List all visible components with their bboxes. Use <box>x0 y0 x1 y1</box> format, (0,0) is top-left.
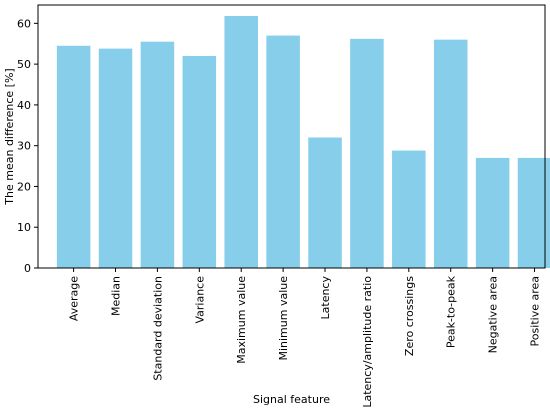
y-tick-label: 0 <box>24 262 31 275</box>
y-tick-label: 10 <box>17 221 31 234</box>
x-tick-label: Latency <box>319 276 332 320</box>
x-tick-label: Median <box>110 276 123 316</box>
y-axis-ticks: 0 10 20 30 40 50 60 <box>17 17 38 275</box>
bar-maximum-value <box>224 16 258 268</box>
x-tick-label: Variance <box>193 276 206 324</box>
y-tick-label: 60 <box>17 17 31 30</box>
bar-peak-to-peak <box>433 39 468 268</box>
y-tick-label: 20 <box>17 180 31 193</box>
bar-latency-amplitude-ratio <box>350 38 384 268</box>
y-tick-label: 30 <box>17 140 31 153</box>
bar-negative-area <box>475 157 510 268</box>
x-tick-label: Latency/amplitude ratio <box>361 276 374 408</box>
bar-minimum-value <box>266 35 300 269</box>
x-tick-label: Positive area <box>529 276 542 346</box>
y-axis-title: The mean difference [%] <box>3 68 16 205</box>
x-tick-label: Maximum value <box>235 276 248 364</box>
bar-median <box>98 48 133 268</box>
x-tick-label: Average <box>68 276 81 321</box>
x-axis-title: Signal feature <box>253 393 330 406</box>
x-tick-label: Standard deviation <box>151 276 164 381</box>
x-tick-label: Minimum value <box>277 276 290 361</box>
bars <box>56 16 550 269</box>
x-tick-label: Negative area <box>487 276 500 353</box>
bar-zero-crossings <box>392 150 426 268</box>
bar-latency <box>308 137 342 268</box>
y-tick-label: 40 <box>17 99 31 112</box>
bar-standard-deviation <box>140 41 175 268</box>
x-tick-label: Zero crossings <box>403 276 416 356</box>
x-axis-ticks: Average Median Standard deviation Variance M… <box>68 268 542 408</box>
y-tick-label: 50 <box>17 58 31 71</box>
plot-frame <box>37 4 546 269</box>
x-tick-label: Peak-to-peak <box>445 275 458 348</box>
bar-variance <box>182 55 217 268</box>
bar-average <box>56 45 91 268</box>
